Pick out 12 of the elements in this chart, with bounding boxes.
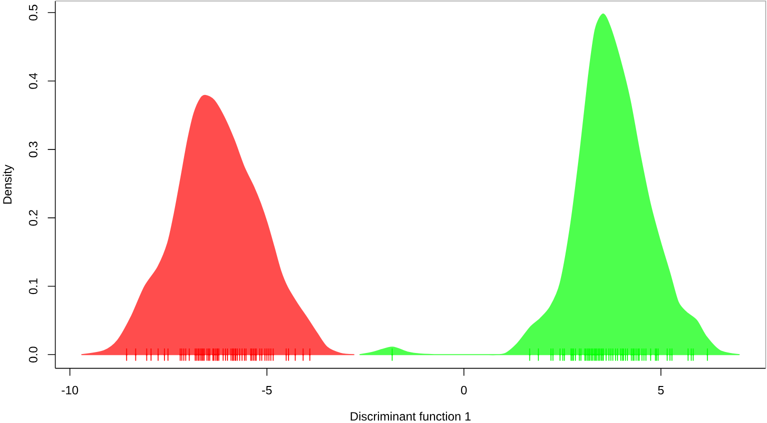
y-axis-title: Density <box>2 164 14 204</box>
x-tick-label: 5 <box>658 386 664 394</box>
x-tick-label: 0 <box>461 386 467 394</box>
x-tick-label: -10 <box>62 386 78 394</box>
y-tick-label: 0.4 <box>28 73 38 89</box>
y-tick-label: 0.1 <box>28 278 38 294</box>
y-tick-label: 0.3 <box>28 142 38 158</box>
y-tick-label: 0.5 <box>28 4 38 20</box>
y-tick-label: 0.0 <box>28 346 38 362</box>
y-tick-label: 0.2 <box>28 210 38 226</box>
x-axis-title: Discriminant function 1 <box>350 412 471 421</box>
x-tick-label: -5 <box>262 386 272 394</box>
